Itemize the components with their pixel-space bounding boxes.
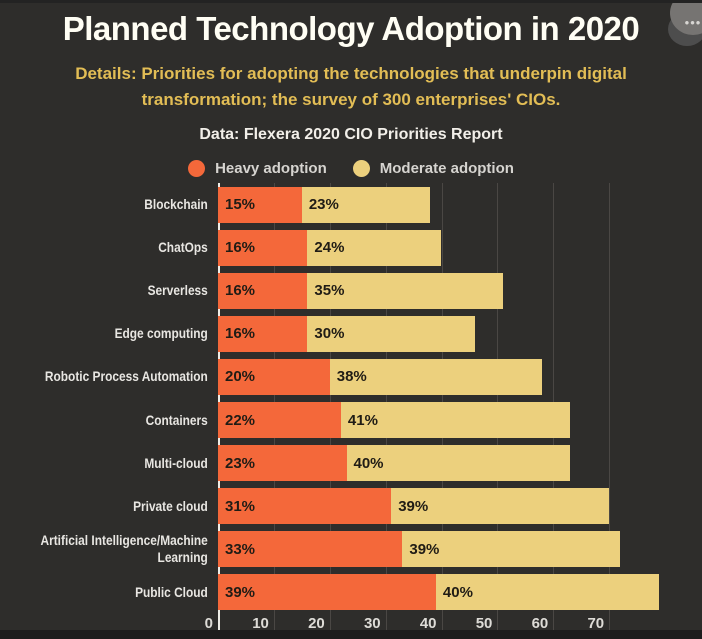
- category-label: Multi-cloud: [144, 454, 208, 471]
- moderate-value-label: 39%: [409, 540, 440, 558]
- row-plot: 22% 41%: [218, 402, 665, 439]
- moderate-adoption-swatch-icon: [352, 159, 370, 177]
- heavy-adoption-bar: 16%: [218, 229, 308, 266]
- heavy-adoption-bar: 31%: [218, 488, 392, 525]
- page-title: Planned Technology Adoption in 2020: [62, 10, 640, 47]
- category-label: Robotic Process Automation: [44, 368, 208, 385]
- legend: Heavy adoption Moderate adoption: [0, 158, 702, 178]
- x-tick-label: 0: [204, 614, 213, 632]
- chart-row: Public Cloud 39% 40%: [0, 571, 702, 614]
- row-plot: 16% 35%: [218, 272, 665, 309]
- x-tick-label: 60: [531, 614, 549, 632]
- category-label: Serverless: [147, 282, 208, 299]
- row-plot: 31% 39%: [218, 488, 665, 525]
- legend-item-moderate: Moderate adoption: [352, 159, 514, 177]
- chart-row: Artificial Intelligence/Machine Learning…: [0, 528, 702, 571]
- moderate-adoption-bar: 24%: [307, 229, 442, 266]
- heavy-value-label: 39%: [225, 583, 256, 601]
- heavy-adoption-bar: 22%: [218, 402, 341, 439]
- row-plot: 20% 38%: [218, 358, 665, 395]
- heavy-value-label: 20%: [225, 368, 256, 386]
- heavy-value-label: 16%: [225, 282, 256, 300]
- heavy-adoption-bar: 33%: [218, 531, 403, 568]
- moderate-value-label: 23%: [308, 196, 339, 214]
- category-label: ChatOps: [158, 239, 208, 256]
- heavy-adoption-bar: 15%: [218, 186, 302, 223]
- heavy-adoption-bar: 16%: [218, 315, 308, 352]
- heavy-value-label: 16%: [225, 239, 256, 257]
- category-label: Public Cloud: [135, 583, 208, 600]
- chart-rows: Blockchain 15% 23% ChatOps 16% 24% Serve…: [0, 183, 702, 614]
- heavy-value-label: 31%: [225, 497, 256, 515]
- row-plot: 23% 40%: [218, 445, 665, 482]
- gridline: [609, 183, 611, 636]
- moderate-value-label: 39%: [398, 497, 429, 515]
- chart-row: Robotic Process Automation 20% 38%: [0, 355, 702, 398]
- row-plot: 16% 24%: [218, 229, 665, 266]
- legend-label-heavy: Heavy adoption: [215, 159, 327, 177]
- subtitle-line-1: Details: Priorities for adopting the tec…: [75, 64, 627, 83]
- moderate-adoption-bar: 38%: [329, 358, 543, 395]
- chart-row: Edge computing 16% 30%: [0, 312, 702, 355]
- heavy-adoption-swatch-icon: [188, 159, 206, 177]
- moderate-value-label: 35%: [314, 282, 345, 300]
- moderate-adoption-bar: 40%: [346, 445, 570, 482]
- moderate-value-label: 41%: [347, 411, 378, 429]
- x-axis: 0 10 20 30 40 50 60 70: [205, 614, 665, 636]
- heavy-adoption-bar: 16%: [218, 272, 308, 309]
- subtitle-line-2: transformation; the survey of 300 enterp…: [141, 90, 561, 109]
- category-label: Artificial Intelligence/Machine Learning: [40, 532, 208, 566]
- moderate-value-label: 40%: [442, 583, 473, 601]
- row-plot: 15% 23%: [218, 186, 665, 223]
- chart-row: ChatOps 16% 24%: [0, 226, 702, 269]
- heavy-value-label: 15%: [225, 196, 256, 214]
- chart-row: Blockchain 15% 23%: [0, 183, 702, 226]
- category-label: Blockchain: [144, 196, 208, 213]
- category-label: Containers: [145, 411, 208, 428]
- chart-row: Multi-cloud 23% 40%: [0, 442, 702, 485]
- x-tick-label: 20: [308, 614, 325, 632]
- heavy-value-label: 23%: [225, 454, 256, 472]
- row-plot: 39% 40%: [218, 574, 665, 611]
- data-source: Data: Flexera 2020 CIO Priorities Report: [199, 126, 503, 143]
- chart-row: Serverless 16% 35%: [0, 269, 702, 312]
- moderate-adoption-bar: 35%: [307, 272, 503, 309]
- row-plot: 33% 39%: [218, 531, 665, 568]
- chart-row: Containers 22% 41%: [0, 398, 702, 441]
- x-tick-label: 50: [475, 614, 493, 632]
- stacked-bar-chart: Blockchain 15% 23% ChatOps 16% 24% Serve…: [0, 183, 702, 636]
- moderate-adoption-bar: 40%: [435, 574, 660, 611]
- chart-subtitle: Details: Priorities for adopting the tec…: [0, 61, 702, 113]
- legend-item-heavy: Heavy adoption: [188, 159, 327, 177]
- category-label: Private cloud: [133, 497, 208, 514]
- moderate-adoption-bar: 39%: [391, 488, 610, 525]
- heavy-adoption-bar: 39%: [218, 574, 436, 611]
- x-tick-label: 40: [419, 614, 437, 632]
- x-tick-label: 70: [587, 614, 605, 632]
- heavy-value-label: 33%: [225, 540, 256, 558]
- heavy-value-label: 16%: [225, 325, 256, 343]
- moderate-adoption-bar: 39%: [402, 531, 621, 568]
- moderate-value-label: 30%: [314, 325, 345, 343]
- row-plot: 16% 30%: [218, 315, 665, 352]
- category-label: Edge computing: [114, 325, 208, 342]
- window-top-edge: [0, 0, 702, 3]
- bottom-strip: [0, 630, 702, 639]
- moderate-adoption-bar: 23%: [301, 186, 431, 223]
- x-tick-label: 10: [252, 614, 269, 632]
- chart-row: Private cloud 31% 39%: [0, 485, 702, 528]
- ellipsis-icon: •••: [684, 15, 702, 30]
- moderate-adoption-bar: 41%: [340, 402, 570, 439]
- moderate-adoption-bar: 30%: [307, 315, 476, 352]
- heavy-value-label: 22%: [225, 411, 256, 429]
- heavy-adoption-bar: 20%: [218, 358, 330, 395]
- moderate-value-label: 24%: [314, 239, 345, 257]
- legend-label-moderate: Moderate adoption: [379, 159, 514, 177]
- x-tick-label: 30: [363, 614, 381, 632]
- heavy-adoption-bar: 23%: [218, 445, 347, 482]
- moderate-value-label: 40%: [353, 454, 384, 472]
- moderate-value-label: 38%: [336, 368, 367, 386]
